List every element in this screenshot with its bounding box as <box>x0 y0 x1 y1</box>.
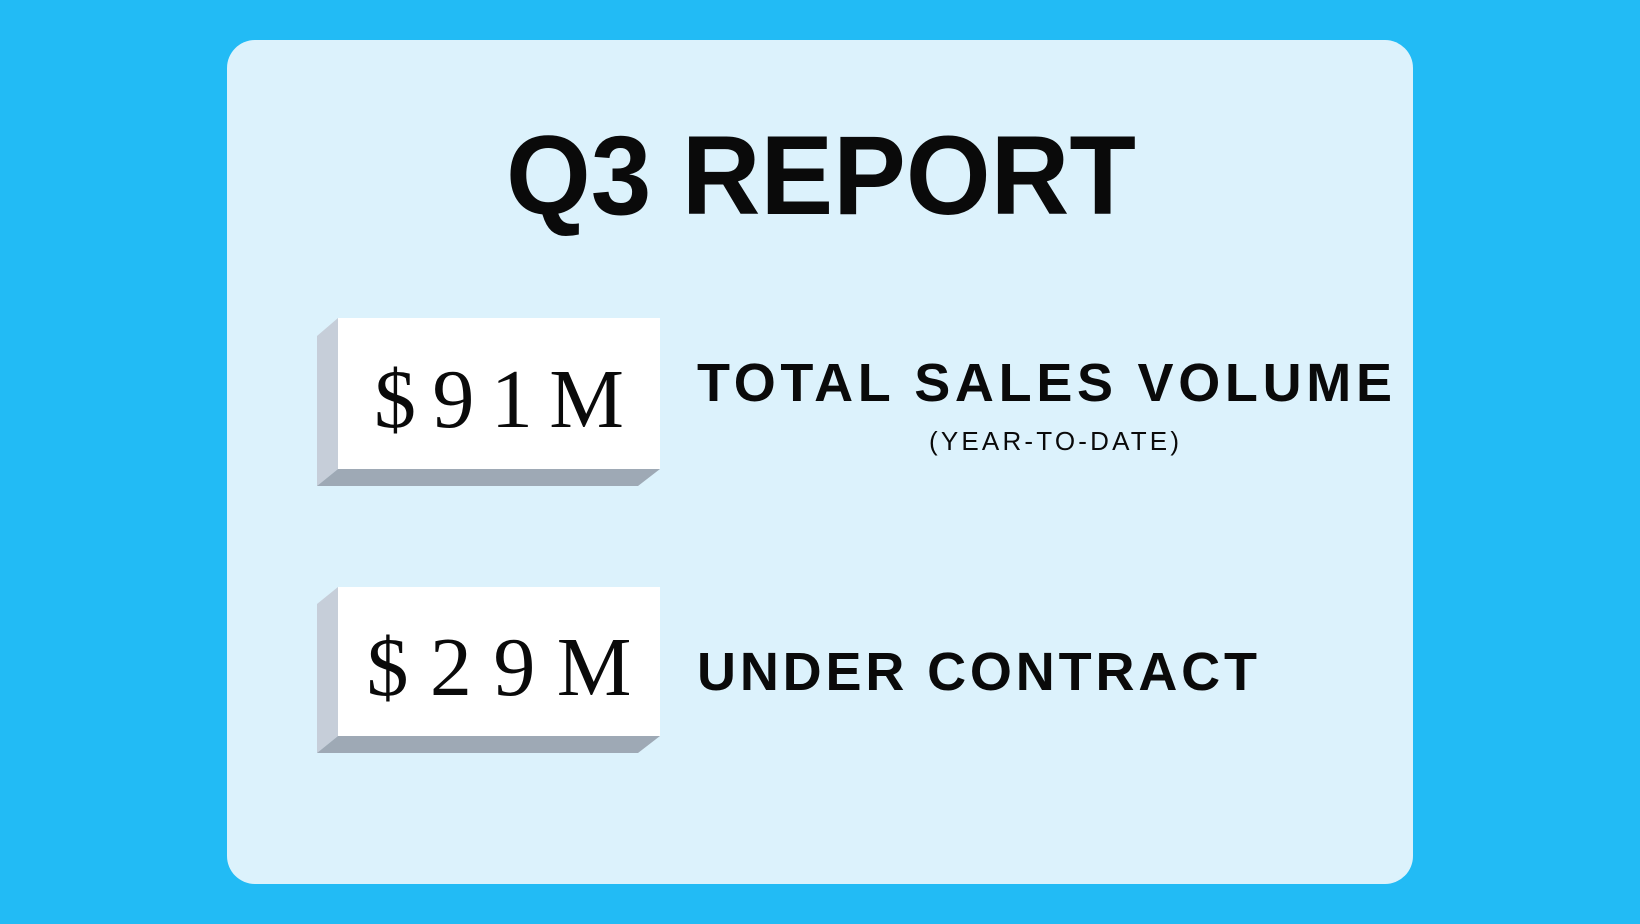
stat-value: $29M <box>367 621 632 714</box>
stat-label: TOTAL SALES VOLUME <box>697 353 1392 413</box>
stat-label: UNDER CONTRACT <box>697 642 1257 702</box>
bevel-left <box>317 318 338 486</box>
stat-value: $91M <box>374 353 624 446</box>
value-box <box>338 318 660 469</box>
bevel-bottom <box>317 736 660 753</box>
bevel-left <box>317 587 338 753</box>
value-box <box>338 587 660 736</box>
stat-row: $29M UNDER CONTRACT <box>317 587 1257 753</box>
stat-sublabel: (YEAR-TO-DATE) <box>929 426 1179 456</box>
stat-row: $91M TOTAL SALES VOLUME (YEAR-TO-DATE) <box>317 318 1392 486</box>
title: Q3 REPORT <box>506 113 1136 238</box>
bevel-bottom <box>317 469 660 486</box>
